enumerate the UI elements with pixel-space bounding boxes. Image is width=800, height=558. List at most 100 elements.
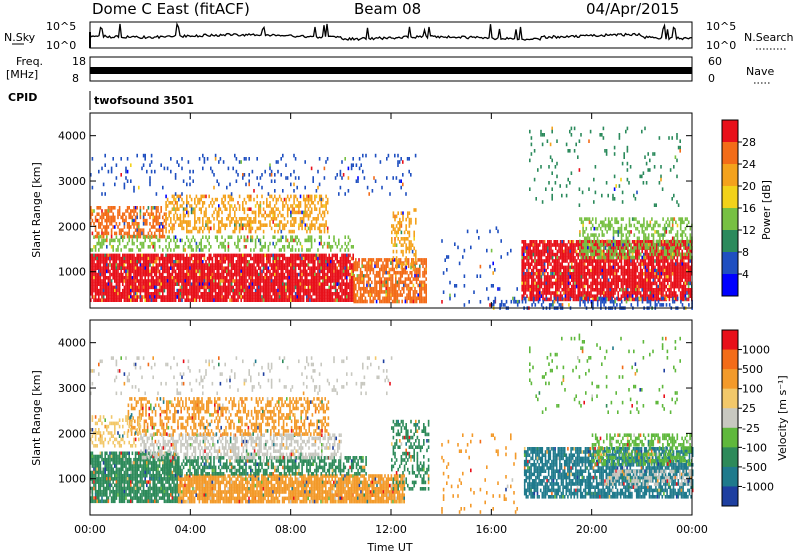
data-cell <box>308 214 310 218</box>
data-cell <box>224 289 226 293</box>
data-cell <box>555 246 557 250</box>
data-cell <box>537 275 539 279</box>
data-cell <box>124 186 126 190</box>
data-cell <box>421 281 423 285</box>
data-cell <box>172 227 174 231</box>
data-cell <box>116 176 118 180</box>
data-cell <box>526 288 528 292</box>
data-cell <box>424 258 426 262</box>
data-cell <box>555 282 557 286</box>
data-cell <box>124 292 126 296</box>
data-cell <box>316 273 318 277</box>
data-cell <box>558 282 560 286</box>
data-cell <box>92 292 94 296</box>
data-cell <box>111 263 113 267</box>
data-cell <box>175 257 177 261</box>
data-cell <box>130 163 132 167</box>
data-cell <box>196 263 198 267</box>
data-cell <box>104 254 106 258</box>
data-cell <box>239 227 241 231</box>
data-cell <box>382 261 384 265</box>
data-cell <box>309 214 311 218</box>
data-cell <box>425 300 427 304</box>
data-cell <box>353 261 355 265</box>
data-cell <box>360 290 362 294</box>
data-cell <box>248 295 250 299</box>
data-cell <box>176 254 178 258</box>
data-cell <box>322 211 324 215</box>
data-cell <box>533 259 535 263</box>
data-cell <box>264 211 266 215</box>
data-cell <box>545 256 547 260</box>
data-cell <box>132 219 134 223</box>
data-cell <box>356 163 358 167</box>
data-cell <box>245 298 247 302</box>
data-cell <box>338 239 340 243</box>
data-cell <box>242 223 244 227</box>
data-cell <box>192 273 194 277</box>
data-cell <box>248 227 250 231</box>
data-cell <box>424 300 426 304</box>
data-cell <box>109 216 111 220</box>
data-cell <box>148 257 150 261</box>
data-cell <box>125 273 127 277</box>
data-cell <box>194 298 196 302</box>
data-cell <box>221 292 223 296</box>
data-cell <box>220 230 222 234</box>
data-cell <box>183 257 185 261</box>
data-cell <box>274 217 276 221</box>
data-cell <box>368 293 370 297</box>
data-cell <box>133 260 135 264</box>
data-cell <box>521 275 523 279</box>
data-cell <box>178 198 180 202</box>
data-cell <box>101 270 103 274</box>
data-cell <box>144 219 146 223</box>
data-cell <box>303 254 305 258</box>
data-cell <box>218 214 220 218</box>
data-cell <box>314 254 316 258</box>
data-cell <box>579 282 581 286</box>
data-cell <box>224 292 226 296</box>
data-cell <box>149 183 151 187</box>
data-cell <box>601 259 603 263</box>
data-cell <box>366 284 368 288</box>
data-cell <box>374 293 376 297</box>
data-cell <box>336 292 338 296</box>
data-cell <box>218 273 220 277</box>
data-cell <box>282 189 284 193</box>
data-cell <box>140 242 142 246</box>
data-cell <box>525 250 527 254</box>
data-cell <box>561 288 563 292</box>
data-cell <box>130 276 132 280</box>
data-cell <box>197 286 199 290</box>
data-cell <box>237 173 239 177</box>
data-cell <box>293 282 295 286</box>
data-cell <box>205 263 207 267</box>
data-cell <box>95 216 97 220</box>
data-cell <box>170 279 172 283</box>
data-cell <box>558 272 560 276</box>
data-cell <box>412 263 414 267</box>
data-cell <box>276 295 278 299</box>
data-cell <box>204 160 206 164</box>
data-cell <box>109 279 111 283</box>
data-cell <box>248 260 250 264</box>
data-cell <box>100 260 102 264</box>
data-cell <box>141 232 143 236</box>
data-cell <box>143 270 145 274</box>
data-cell <box>157 276 159 280</box>
data-cell <box>132 239 134 243</box>
data-cell <box>287 207 289 211</box>
data-cell <box>183 245 185 249</box>
data-cell <box>164 167 166 171</box>
data-cell <box>284 198 286 202</box>
data-cell <box>269 270 271 274</box>
data-cell <box>151 260 153 264</box>
data-cell <box>168 270 170 274</box>
data-cell <box>216 239 218 243</box>
data-cell <box>152 295 154 299</box>
data-cell <box>565 266 567 270</box>
data-cell <box>210 289 212 293</box>
data-cell <box>316 189 318 193</box>
data-cell <box>298 248 300 252</box>
